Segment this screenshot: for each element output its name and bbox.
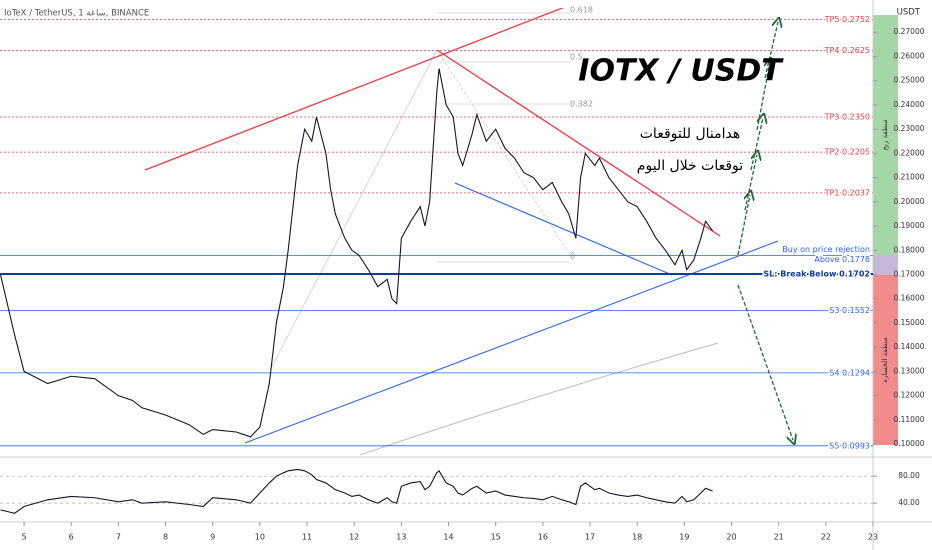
x-tick-label: 13	[396, 533, 406, 542]
x-tick-label: 14	[443, 533, 453, 542]
level-note: Buy on price rejection	[782, 245, 870, 254]
price-line	[0, 468, 713, 514]
x-tick-label: 10	[255, 533, 265, 542]
y-tick-label: 0.10000	[893, 439, 924, 448]
y-tick-label: 0.11000	[893, 415, 924, 424]
x-tick-label: 16	[538, 533, 548, 542]
trend-line	[454, 182, 673, 276]
loss-zone	[873, 275, 898, 445]
fib-label: 0.618	[570, 6, 593, 15]
x-tick-label: 21	[774, 533, 784, 542]
arrow	[744, 155, 757, 211]
fib-trend	[436, 49, 571, 256]
y-tick-label: 0.24000	[893, 100, 924, 109]
arrow	[764, 22, 778, 79]
projection-arrows	[737, 22, 793, 440]
x-tick-label: 18	[632, 533, 642, 542]
y-tick-label: 0.16000	[893, 294, 924, 303]
moving-average	[359, 342, 719, 455]
y-tick-label: 0.19000	[893, 221, 924, 230]
level-label: TP4 0.2625	[824, 46, 870, 55]
x-tick-label: 6	[69, 533, 74, 542]
profit-zone	[873, 15, 898, 255]
x-tick-label: 22	[821, 533, 831, 542]
fib-label: 0.382	[570, 100, 593, 109]
y-tick-label: 0.20000	[893, 197, 924, 206]
trend-line	[244, 240, 779, 444]
level-label: Above 0.1778	[814, 255, 870, 264]
price-line	[0, 68, 714, 438]
y-tick-label: 0.26000	[893, 51, 924, 60]
y-tick-label: 80.00	[898, 471, 920, 480]
y-tick-label: 0.13000	[893, 366, 924, 375]
axis-unit: USDT	[897, 8, 921, 18]
x-tick-label: 17	[585, 533, 595, 542]
zone-label: منطقة الخسارة	[881, 337, 889, 382]
y-tick-label: 0.18000	[893, 245, 924, 254]
arrow	[750, 118, 763, 171]
level-label: TP5 0.2752	[824, 15, 870, 24]
y-tick-label: 0.22000	[893, 148, 924, 157]
arrow	[737, 284, 793, 440]
y-tick-label: 0.14000	[893, 342, 924, 351]
x-tick-label: 12	[349, 533, 359, 542]
chart-title: IOTX / USDT	[578, 54, 784, 89]
x-tick-label: 19	[679, 533, 689, 542]
x-tick-label: 15	[491, 533, 501, 542]
y-tick-label: 0.27000	[893, 27, 924, 36]
x-tick-label: 8	[163, 533, 168, 542]
y-tick-label: 40.00	[898, 498, 920, 507]
y-tick-label: 0.21000	[893, 173, 924, 182]
level-label: S5 0.0993	[829, 441, 870, 450]
x-tick-label: 11	[302, 533, 312, 542]
x-tick-label: 7	[116, 533, 121, 542]
x-tick-label: 20	[726, 533, 736, 542]
level-label: S4 0.1294	[829, 368, 870, 377]
fib-trend	[269, 49, 438, 371]
level-label: S3 0.1552	[829, 306, 870, 315]
x-tick-label: 5	[22, 533, 27, 542]
trend-line	[436, 49, 721, 237]
level-label: TP2 0.2205	[824, 148, 870, 157]
x-tick-label: 9	[210, 533, 215, 542]
y-tick-label: 0.12000	[893, 391, 924, 400]
entry-zone	[873, 255, 898, 275]
zone-label: منطقة ربح	[881, 119, 889, 150]
x-tick-label: 23	[868, 533, 878, 542]
trend-line	[144, 8, 565, 171]
level-label: TP3 0.2350	[824, 113, 870, 122]
y-tick-label: 0.23000	[893, 124, 924, 133]
annotation: توقعات خلال اليوم	[637, 158, 743, 174]
arrow	[737, 195, 750, 256]
y-tick-label: 0.17000	[893, 270, 924, 279]
annotation: هدامنال للتوقعات	[640, 126, 740, 142]
y-tick-label: 0.15000	[893, 318, 924, 327]
y-tick-label: 0.25000	[893, 76, 924, 85]
level-label: TP1 0.2037	[824, 188, 870, 197]
arrow	[756, 62, 770, 131]
level-label: SL: Break Below 0.1702	[763, 270, 870, 279]
header: IoTeX / TetherUS, 1 ساعة, BINANCE	[4, 9, 149, 19]
fib-label: 0.5	[570, 53, 583, 62]
